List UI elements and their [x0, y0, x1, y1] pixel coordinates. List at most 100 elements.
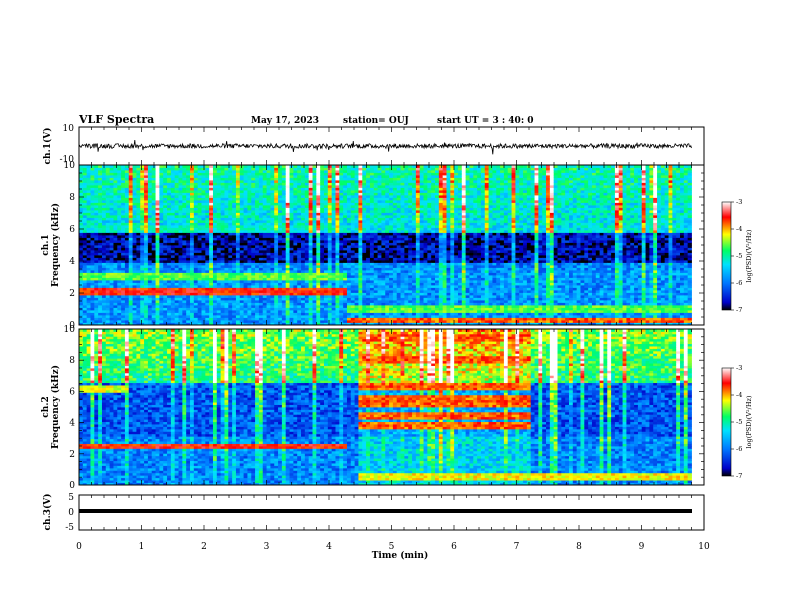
spectrogram-cell [125, 245, 129, 248]
spectrogram-cell [136, 233, 140, 236]
spectrogram-cell [140, 320, 144, 323]
spectrogram-cell [167, 315, 171, 318]
spectrogram-cell [202, 183, 206, 186]
spectrogram-cell [236, 243, 240, 246]
spectrogram-cell [159, 198, 163, 201]
spectrogram-cell [205, 220, 209, 223]
spectrogram-cell [221, 290, 225, 293]
spectrogram-cell [305, 238, 309, 241]
spectrogram-cell [316, 208, 320, 211]
spectrogram-cell [259, 233, 263, 236]
spectrogram-cell [217, 305, 221, 308]
spectrogram-cell [232, 243, 236, 246]
spectrogram-cell [362, 190, 366, 193]
spectrogram-cell [205, 313, 209, 316]
spectrogram-cell [320, 260, 324, 263]
spectrogram-cell [90, 240, 94, 243]
spectrogram-cell [125, 225, 129, 228]
spectrogram-cell [335, 198, 339, 201]
spectrogram-cell [293, 188, 297, 191]
spectrogram-cell [247, 255, 251, 258]
spectrogram-cell [351, 293, 355, 296]
spectrogram-cell [133, 170, 137, 173]
spectrogram-cell [205, 235, 209, 238]
spectrogram-cell [224, 215, 228, 218]
spectrogram-cell [121, 303, 125, 306]
spectrogram-cell [335, 168, 339, 171]
spectrogram-cell [125, 260, 129, 263]
spectrogram-cell [90, 273, 94, 276]
spectrogram-cell [290, 283, 294, 286]
spectrogram-cell [297, 305, 301, 308]
spectrogram-cell [347, 193, 351, 196]
spectrogram-cell [328, 213, 332, 216]
spectrogram-cell [278, 210, 282, 213]
spectrogram-cell [125, 200, 129, 203]
spectrogram-cell [244, 285, 248, 288]
spectrogram-cell [144, 285, 148, 288]
spectrogram-cell [159, 220, 163, 223]
spectrogram-cell [224, 230, 228, 233]
spectrogram-cell [110, 263, 114, 266]
spectrogram-cell [83, 185, 87, 188]
spectrogram-cell [332, 308, 336, 311]
spectrogram-cell [301, 213, 305, 216]
spectrogram-cell [309, 195, 313, 198]
spectrogram-cell [286, 293, 290, 296]
spectrogram-cell [202, 260, 206, 263]
spectrogram-cell [293, 290, 297, 293]
spectrogram-cell [282, 248, 286, 251]
spectrogram-cell [259, 235, 263, 238]
spectrogram-cell [113, 218, 117, 221]
spectrogram-cell [224, 228, 228, 231]
spectrogram-cell [198, 298, 202, 301]
spectrogram-cell [324, 215, 328, 218]
spectrogram-cell [332, 275, 336, 278]
spectrogram-cell [278, 185, 282, 188]
spectrogram-cell [282, 263, 286, 266]
spectrogram-cell [286, 185, 290, 188]
spectrogram-cell [202, 285, 206, 288]
spectrogram-cell [190, 275, 194, 278]
spectrogram-cell [274, 280, 278, 283]
spectrogram-cell [152, 310, 156, 313]
spectrogram-cell [133, 298, 137, 301]
spectrogram-cell [251, 228, 255, 231]
spectrogram-cell [286, 180, 290, 183]
spectrogram-cell [343, 308, 347, 311]
spectrogram-cell [182, 315, 186, 318]
spectrogram-cell [366, 233, 370, 236]
spectrogram-cell [144, 250, 148, 253]
spectrogram-cell [98, 250, 102, 253]
spectrogram-cell [156, 315, 160, 318]
spectrogram-cell [328, 185, 332, 188]
spectrogram-cell [351, 168, 355, 171]
spectrogram-cell [240, 315, 244, 318]
spectrogram-cell [259, 265, 263, 268]
spectrogram-cell [148, 223, 152, 226]
spectrogram-cell [83, 310, 87, 313]
spectrogram-cell [102, 233, 106, 236]
spectrogram-cell [159, 183, 163, 186]
spectrogram-cell [339, 220, 343, 223]
spectrogram-cell [113, 265, 117, 268]
spectrogram-cell [102, 283, 106, 286]
spectrogram-cell [98, 280, 102, 283]
spectrogram-cell [362, 283, 366, 286]
spectrogram-cell [117, 268, 121, 271]
vlf-figure: VLF Spectra May 17, 2023 station= OUJ st… [0, 0, 792, 612]
spectrogram-cell [202, 218, 206, 221]
spectrogram-cell [313, 318, 317, 321]
spectrogram-cell [152, 195, 156, 198]
spectrogram-cell [297, 250, 301, 253]
spectrogram-cell [244, 178, 248, 181]
spectrogram-cell [190, 305, 194, 308]
spectrogram-cell [366, 253, 370, 256]
spectrogram-cell [175, 280, 179, 283]
spectrogram-cell [156, 240, 160, 243]
spectrogram-cell [98, 290, 102, 293]
spectrogram-cell [106, 178, 110, 181]
spectrogram-cell [320, 263, 324, 266]
spectrogram-cell [286, 195, 290, 198]
spectrogram-cell [133, 208, 137, 211]
